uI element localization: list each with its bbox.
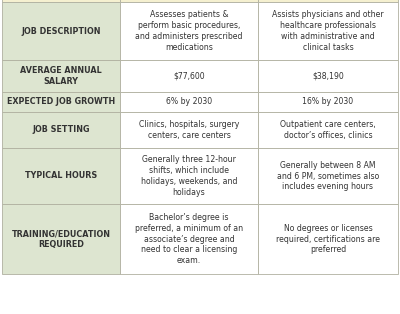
Bar [120, 0, 258, 2]
Bar [120, 92, 258, 112]
Bar [2, 112, 120, 148]
Bar [258, 204, 398, 274]
Bar [120, 112, 258, 148]
Text: Generally three 12-hour
shifts, which include
holidays, weekends, and
holidays: Generally three 12-hour shifts, which in… [141, 155, 237, 197]
Text: Assesses patients &
perform basic procedures,
and administers prescribed
medicat: Assesses patients & perform basic proced… [135, 10, 243, 51]
Bar [2, 92, 120, 112]
Bar [258, 0, 398, 2]
Text: Generally between 8 AM
and 6 PM, sometimes also
includes evening hours: Generally between 8 AM and 6 PM, sometim… [277, 161, 379, 191]
Text: Clinics, hospitals, surgery
centers, care centers: Clinics, hospitals, surgery centers, car… [139, 120, 239, 140]
Text: $38,190: $38,190 [312, 72, 344, 80]
Bar [120, 2, 258, 60]
Bar [258, 92, 398, 112]
Text: EXPECTED JOB GROWTH: EXPECTED JOB GROWTH [7, 98, 115, 106]
Bar [120, 148, 258, 204]
Text: Outpatient care centers,
doctor’s offices, clinics: Outpatient care centers, doctor’s office… [280, 120, 376, 140]
Bar [2, 60, 120, 92]
Bar [2, 0, 120, 2]
Text: No degrees or licenses
required, certifications are
preferred: No degrees or licenses required, certifi… [276, 224, 380, 254]
Bar [2, 2, 120, 60]
Bar [258, 2, 398, 60]
Text: $77,600: $77,600 [173, 72, 205, 80]
Bar [120, 60, 258, 92]
Bar [2, 204, 120, 274]
Text: 16% by 2030: 16% by 2030 [302, 98, 354, 106]
Text: TYPICAL HOURS: TYPICAL HOURS [25, 171, 97, 181]
Text: JOB DESCRIPTION: JOB DESCRIPTION [21, 26, 101, 35]
Bar [258, 112, 398, 148]
Bar [120, 204, 258, 274]
Text: TRAINING/EDUCATION
REQUIRED: TRAINING/EDUCATION REQUIRED [12, 229, 110, 249]
Text: Bachelor’s degree is
preferred, a minimum of an
associate’s degree and
need to c: Bachelor’s degree is preferred, a minimu… [135, 213, 243, 265]
Bar [258, 148, 398, 204]
Text: Assists physicians and other
healthcare professionals
with administrative and
cl: Assists physicians and other healthcare … [272, 10, 384, 51]
Bar [2, 148, 120, 204]
Bar [258, 60, 398, 92]
Text: 6% by 2030: 6% by 2030 [166, 98, 212, 106]
Text: JOB SETTING: JOB SETTING [32, 126, 90, 134]
Text: AVERAGE ANNUAL
SALARY: AVERAGE ANNUAL SALARY [20, 66, 102, 86]
